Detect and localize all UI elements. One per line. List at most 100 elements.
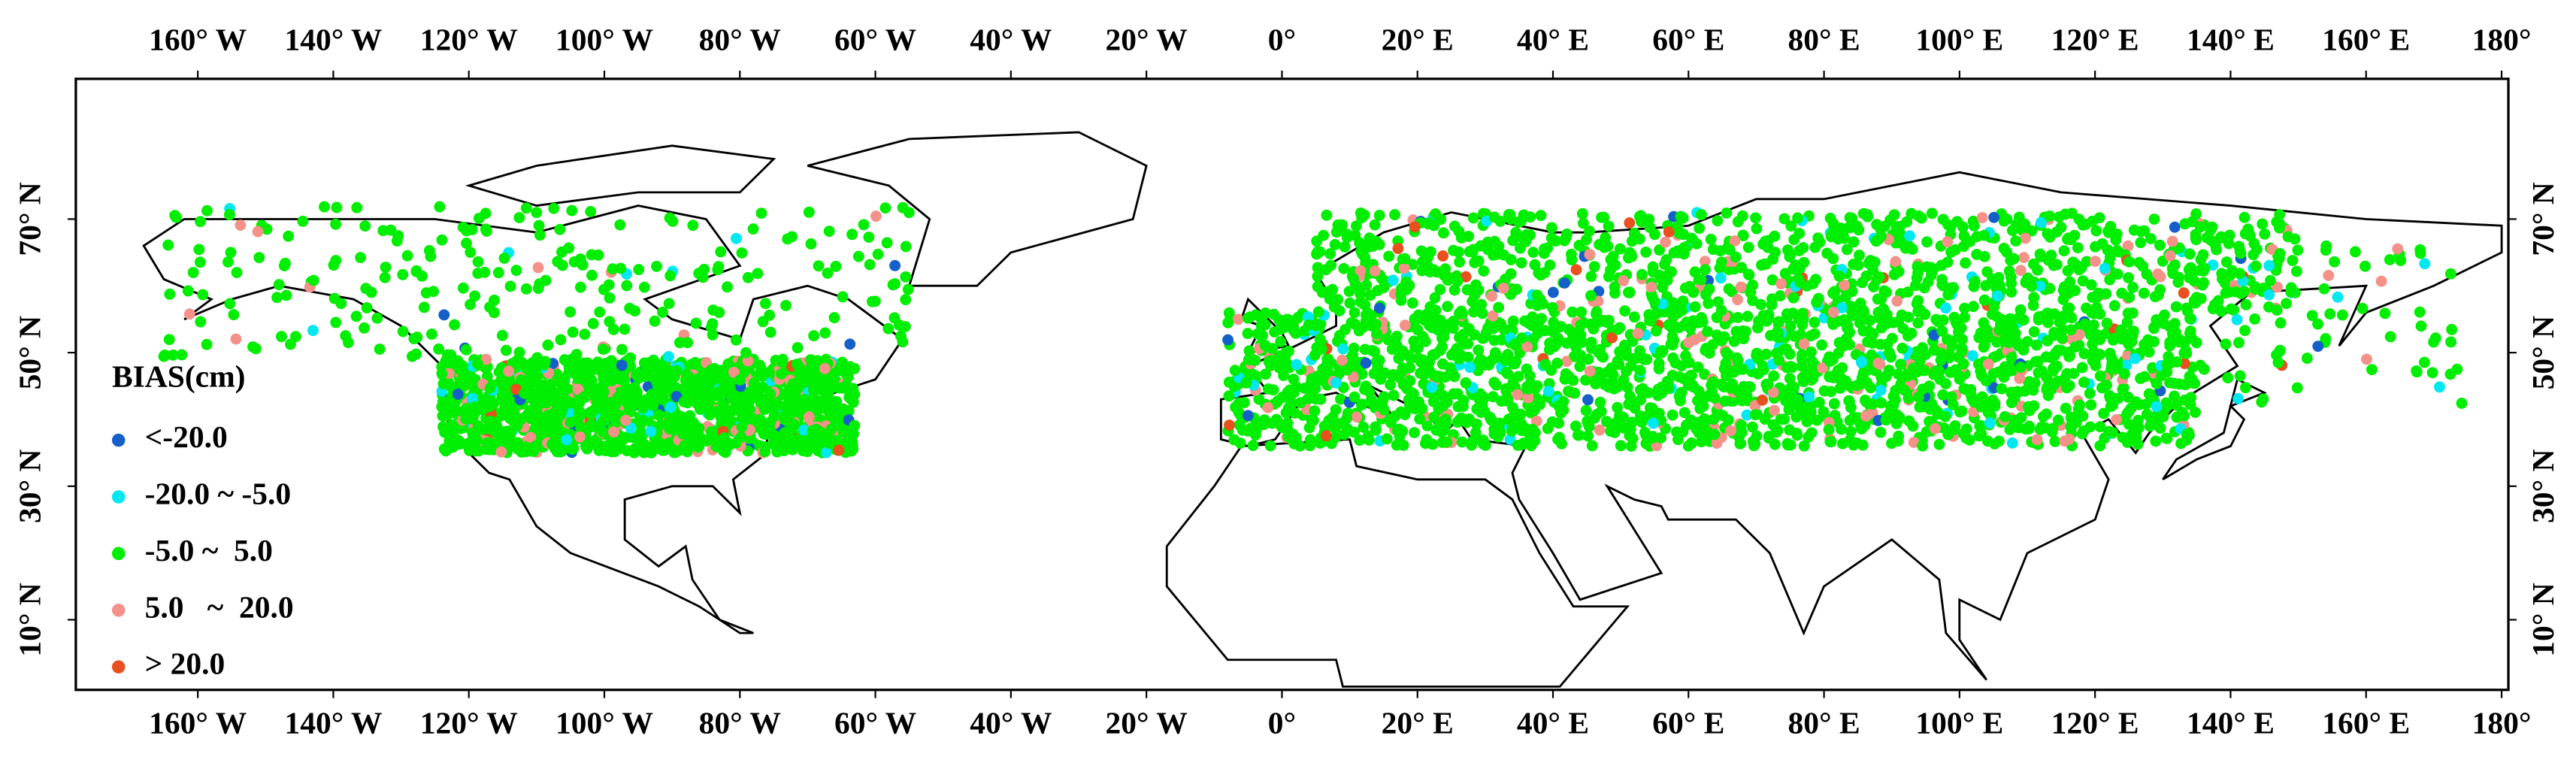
- station-dot: [548, 422, 560, 434]
- station-dot: [552, 256, 564, 268]
- station-dot: [1893, 316, 1905, 328]
- station-dot: [461, 238, 472, 250]
- station-dot: [2152, 419, 2164, 431]
- station-dot: [2034, 248, 2046, 260]
- station-dot: [2318, 283, 2330, 295]
- station-dot: [1887, 399, 1899, 411]
- station-dot: [1633, 233, 1645, 245]
- station-dot: [2205, 224, 2217, 236]
- station-dot: [480, 353, 492, 365]
- station-dot: [1260, 368, 1271, 380]
- station-dot: [1700, 344, 1712, 356]
- station-dot: [1660, 236, 1672, 248]
- station-dot: [1878, 303, 1890, 315]
- station-dot: [1242, 312, 1254, 324]
- legend-marker: [111, 604, 126, 617]
- station-dot: [1312, 306, 1324, 318]
- station-dot: [280, 257, 291, 269]
- station-dot: [1747, 295, 1759, 307]
- y-tick-label-right: 30° N: [2526, 450, 2560, 523]
- station-dot: [1321, 353, 1333, 365]
- station-dot: [2027, 258, 2039, 270]
- x-tick-label-top: 60° E: [1652, 22, 1724, 56]
- station-dot: [1989, 437, 2000, 450]
- station-dot: [1624, 217, 1636, 229]
- station-dot: [228, 309, 240, 321]
- station-dot: [531, 207, 543, 219]
- station-dot: [224, 298, 236, 310]
- station-dot: [1912, 261, 1924, 273]
- station-dot: [2312, 341, 2324, 353]
- station-dot: [683, 371, 695, 383]
- station-dot: [1848, 411, 1860, 423]
- station-dot: [2061, 368, 2073, 380]
- station-dot: [1442, 301, 1454, 313]
- station-dot: [1833, 347, 1845, 359]
- station-dot: [1436, 341, 1448, 353]
- station-dot: [1648, 417, 1659, 429]
- station-dot: [1881, 338, 1893, 350]
- station-dot: [1507, 235, 1519, 247]
- station-dot: [2263, 301, 2275, 313]
- station-dot: [1956, 346, 1968, 358]
- station-dot: [195, 316, 207, 328]
- station-dot: [764, 388, 776, 400]
- station-dot: [1757, 310, 1769, 322]
- station-dot: [500, 375, 512, 387]
- station-dot: [864, 259, 876, 271]
- station-dot: [2445, 336, 2456, 348]
- station-dot: [440, 445, 452, 457]
- station-dot: [1683, 357, 1695, 368]
- station-dot: [1463, 322, 1475, 335]
- station-dot: [1669, 357, 1682, 369]
- station-dot: [2087, 338, 2098, 350]
- station-dot: [1619, 305, 1631, 317]
- station-dot: [1341, 413, 1352, 425]
- station-dot: [225, 247, 237, 259]
- station-dot: [1262, 401, 1274, 413]
- station-dot: [2139, 338, 2151, 350]
- station-dot: [1582, 353, 1594, 365]
- station-dot: [1545, 222, 1557, 234]
- station-dot: [830, 260, 842, 272]
- station-dot: [1721, 207, 1733, 219]
- station-dot: [1751, 223, 1763, 235]
- station-dot: [1342, 423, 1354, 435]
- station-dot: [759, 298, 771, 310]
- station-dot: [1978, 341, 1990, 353]
- station-dot: [1842, 319, 1854, 332]
- station-dot: [2234, 370, 2246, 382]
- station-dot: [448, 422, 460, 434]
- station-dot: [1982, 359, 1994, 370]
- station-dot: [1893, 368, 1904, 380]
- station-dot: [764, 326, 776, 338]
- station-dot: [1912, 306, 1924, 317]
- station-dot: [794, 434, 806, 445]
- station-dot: [2014, 265, 2027, 277]
- station-dot: [698, 434, 710, 446]
- station-dot: [1278, 370, 1290, 381]
- station-dot: [2169, 221, 2181, 233]
- station-dot: [1576, 207, 1588, 219]
- station-dot: [1247, 440, 1259, 452]
- station-dot: [637, 395, 649, 407]
- station-dot: [719, 432, 731, 444]
- station-dot: [1341, 364, 1353, 376]
- station-dot: [2170, 301, 2182, 313]
- station-dot: [1360, 239, 1372, 251]
- station-dot: [1580, 404, 1592, 416]
- station-dot: [437, 410, 449, 422]
- station-dot: [1473, 344, 1485, 356]
- station-dot: [1330, 377, 1342, 389]
- station-dot: [1458, 401, 1469, 413]
- station-dot: [2079, 318, 2091, 330]
- station-dot: [1440, 413, 1451, 425]
- station-dot: [823, 226, 835, 238]
- x-tick-label: 40° E: [1517, 705, 1589, 740]
- station-dot: [1888, 209, 1900, 221]
- station-dot: [1524, 437, 1536, 449]
- station-dot: [775, 368, 787, 380]
- station-dot: [1389, 209, 1400, 221]
- station-dot: [1675, 210, 1687, 223]
- station-dot: [2094, 440, 2106, 452]
